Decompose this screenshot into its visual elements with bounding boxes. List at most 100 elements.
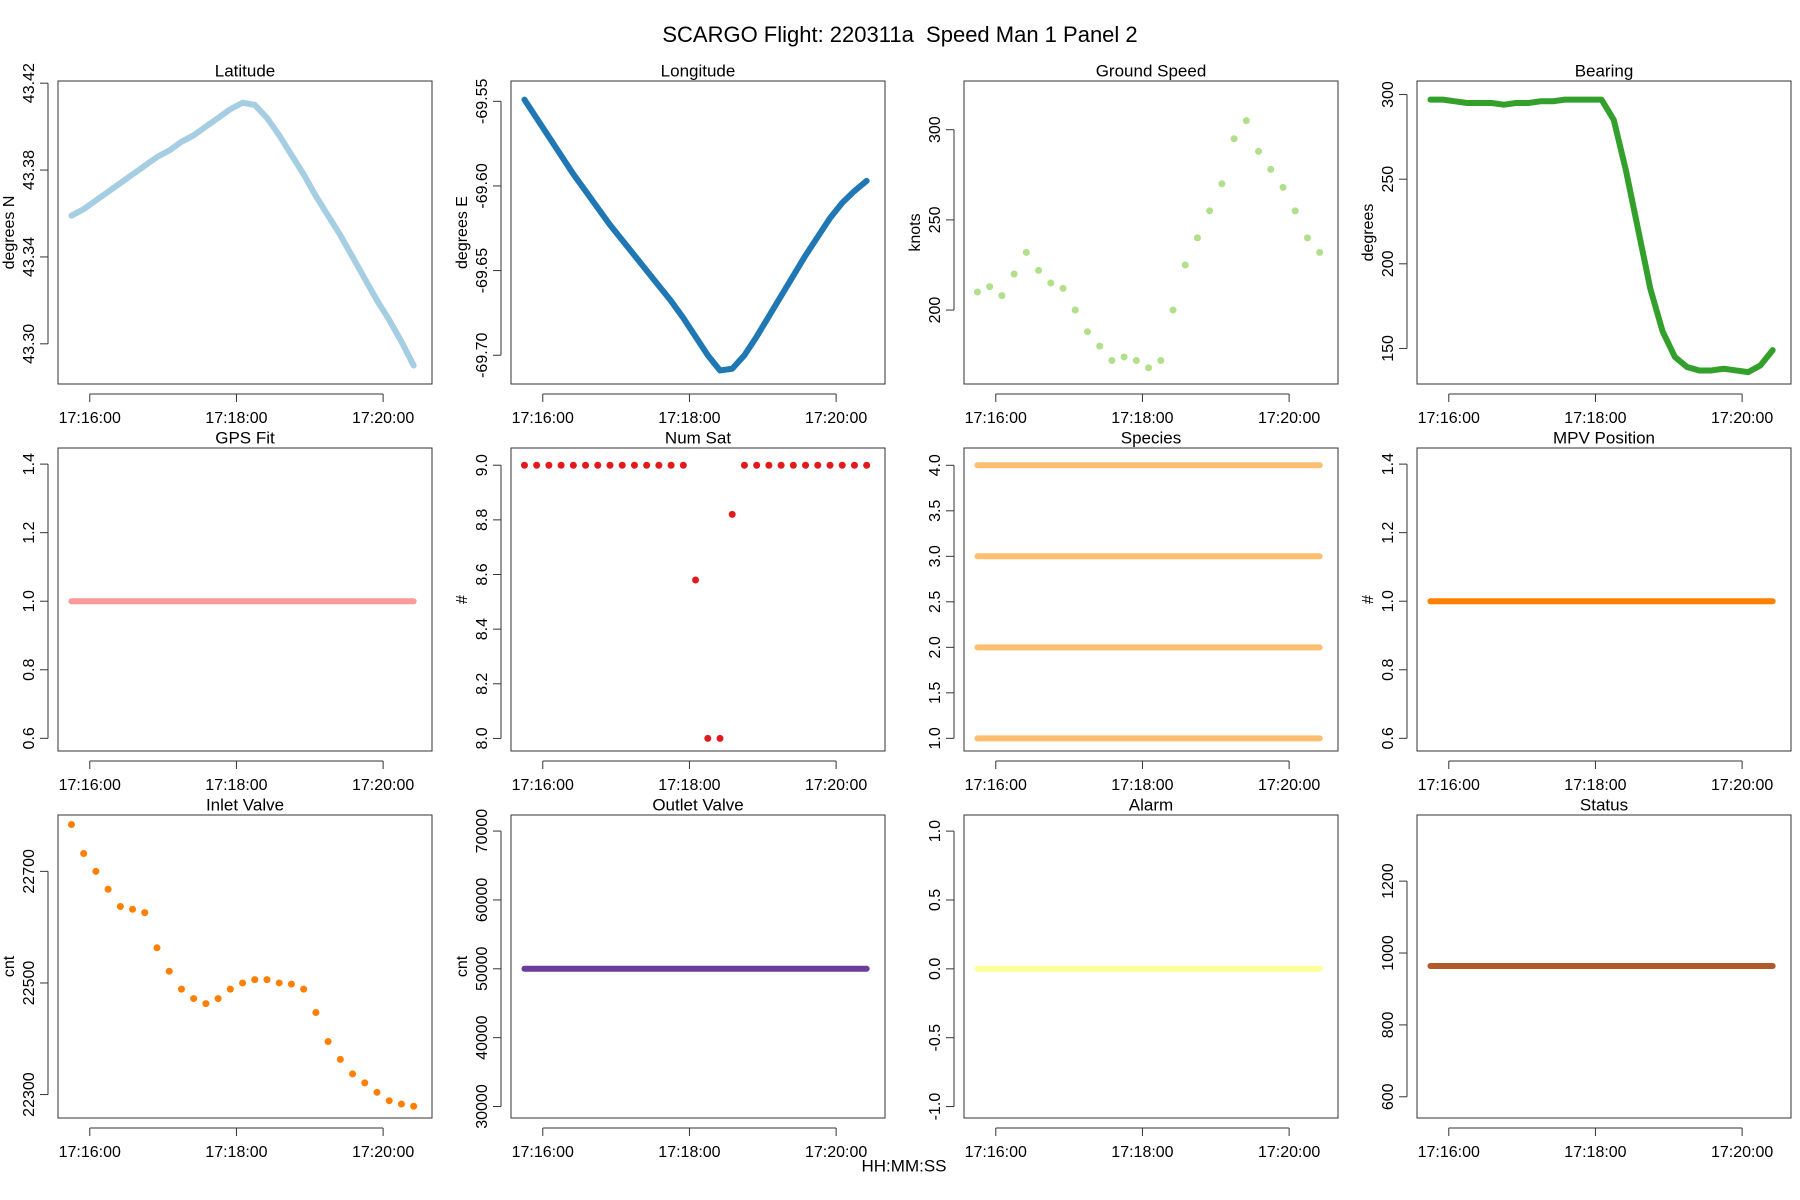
plot-frame [1416, 80, 1792, 385]
panel-title: Latitude [215, 61, 276, 80]
data-point [789, 461, 797, 469]
data-point [153, 944, 161, 952]
data-point [1096, 342, 1104, 350]
data-point [998, 292, 1006, 300]
x-tick-label: 17:16:00 [1418, 410, 1480, 427]
data-point [1047, 279, 1055, 287]
data-point [80, 850, 88, 858]
x-tick-label: 17:16:00 [512, 1144, 574, 1161]
y-tick-label: 3.5 [927, 500, 944, 522]
x-tick-label: 17:20:00 [1711, 777, 1773, 794]
x-tick-label: 17:20:00 [352, 410, 414, 427]
data-point [643, 461, 651, 469]
x-tick-label: 17:16:00 [965, 410, 1027, 427]
x-tick-label: 17:16:00 [512, 410, 574, 427]
panel-title: Inlet Valve [206, 795, 284, 814]
x-tick-label: 17:20:00 [1258, 410, 1320, 427]
data-point [777, 461, 785, 469]
data-point [655, 461, 663, 469]
y-tick-label: 1.4 [1380, 453, 1397, 475]
x-tick-label: 17:20:00 [1258, 1144, 1320, 1161]
data-point [129, 905, 137, 913]
data-point [826, 461, 834, 469]
plot-frame [510, 814, 886, 1119]
data-point [92, 867, 100, 875]
x-tick-label: 17:20:00 [352, 777, 414, 794]
data-point [1010, 270, 1018, 278]
data-point [263, 976, 271, 984]
panel-title: MPV Position [1553, 428, 1655, 447]
data-point [863, 461, 871, 469]
y-tick-label: 150 [1380, 335, 1397, 362]
y-tick-label: 1.2 [1380, 521, 1397, 543]
y-tick-label: 300 [927, 116, 944, 143]
y-tick-label: 0.6 [21, 727, 38, 749]
data-point [67, 820, 75, 828]
data-point [141, 909, 149, 917]
x-tick-label: 17:20:00 [1711, 410, 1773, 427]
y-axis-label: cnt [1, 955, 18, 977]
data-point [520, 461, 528, 469]
x-axis-label: HH:MM:SS [862, 1156, 947, 1175]
data-point [1316, 248, 1324, 256]
data-line [1427, 96, 1776, 376]
y-tick-label: 50000 [474, 946, 491, 991]
data-point [667, 461, 675, 469]
y-tick-label: -1.0 [927, 1093, 944, 1121]
plot-frame [57, 447, 433, 752]
y-tick-label: 43.38 [21, 150, 38, 190]
data-point [1242, 117, 1250, 125]
y-axis-label: knots [907, 213, 924, 251]
data-point [1255, 147, 1263, 155]
y-tick-label: 1.0 [21, 590, 38, 612]
y-tick-label: 2.0 [927, 636, 944, 658]
data-point [202, 1000, 210, 1008]
y-tick-label: 1.2 [21, 521, 38, 543]
y-axis-label: # [454, 595, 471, 604]
y-tick-label: 43.42 [21, 63, 38, 103]
y-tick-label: 30000 [474, 1084, 491, 1129]
y-tick-label: 1.0 [1380, 590, 1397, 612]
data-point [557, 461, 565, 469]
data-point [582, 461, 590, 469]
data-point [814, 461, 822, 469]
y-tick-label: 1.5 [927, 682, 944, 704]
panel-title: Bearing [1575, 61, 1634, 80]
data-point [349, 1070, 357, 1078]
data-point [1267, 165, 1275, 173]
data-point [190, 995, 198, 1003]
y-tick-label: 8.6 [474, 563, 491, 585]
data-point [1022, 248, 1030, 256]
x-tick-label: 17:18:00 [205, 1144, 267, 1161]
data-point [765, 461, 773, 469]
y-tick-label: 600 [1380, 1083, 1397, 1110]
plot-frame [963, 814, 1339, 1119]
data-point [692, 576, 700, 584]
y-tick-label: 22700 [21, 849, 38, 894]
data-point [802, 461, 810, 469]
plot-frame [963, 447, 1339, 752]
data-point [1157, 357, 1165, 365]
data-point [716, 734, 724, 742]
x-tick-label: 17:16:00 [59, 410, 121, 427]
x-tick-label: 17:20:00 [805, 1144, 867, 1161]
data-point [251, 976, 259, 984]
x-tick-label: 17:18:00 [658, 777, 720, 794]
y-tick-label: 22500 [21, 961, 38, 1006]
x-tick-label: 17:16:00 [1418, 777, 1480, 794]
figure-title: SCARGO Flight: 220311a Speed Man 1 Panel… [662, 22, 1137, 47]
y-axis-label: # [1360, 595, 1377, 604]
y-tick-label: 70000 [474, 809, 491, 854]
y-tick-label: 8.8 [474, 509, 491, 531]
panel-title: GPS Fit [215, 428, 275, 447]
data-line [68, 99, 417, 369]
y-tick-label: 300 [1380, 81, 1397, 108]
x-tick-label: 17:20:00 [1258, 777, 1320, 794]
data-point [336, 1055, 344, 1063]
x-tick-label: 17:18:00 [658, 1144, 720, 1161]
x-tick-label: 17:18:00 [1111, 1144, 1173, 1161]
panel-title: Ground Speed [1096, 61, 1207, 80]
y-tick-label: 1200 [1380, 863, 1397, 899]
data-point [312, 1009, 320, 1017]
